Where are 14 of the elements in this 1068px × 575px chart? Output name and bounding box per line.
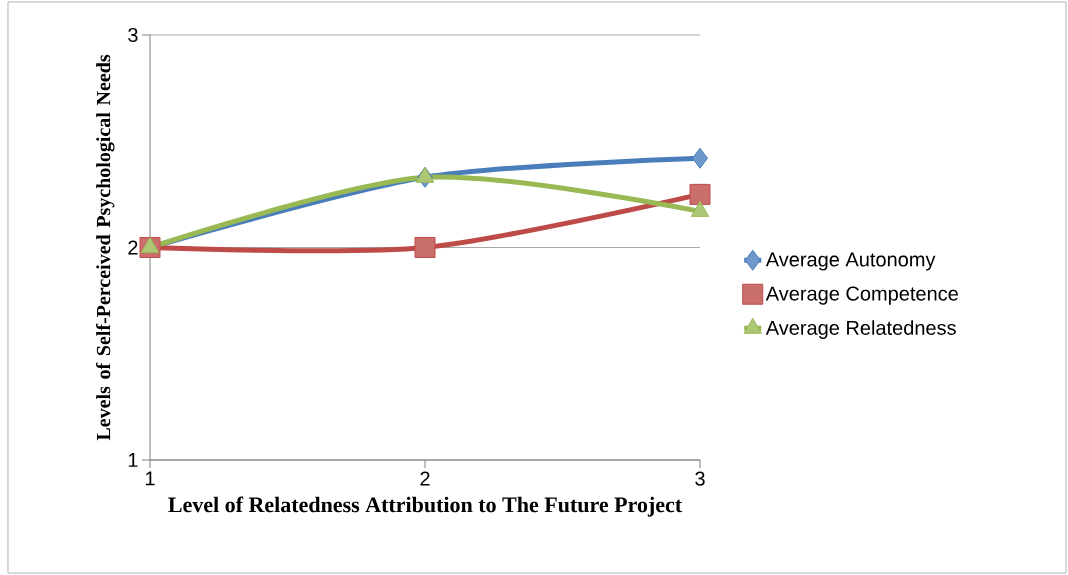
x-tick-label: 1 [145,471,155,486]
x-tick-label: 3 [695,471,705,486]
point [692,147,709,169]
y-axis-title: Levels of Self-Perceived Psychological Needs [95,54,115,441]
legend-label: Average Autonomy [765,252,936,271]
x-axis-title: Level of Relatedness Attribution to The Future Project [168,496,683,517]
point [689,183,711,205]
x-tick-label: 2 [420,471,430,486]
y-tick-label: 3 [128,27,138,43]
y-tick-label: 1 [128,453,138,467]
legend-label: Average Competence [765,286,958,305]
y-tick-label: 2 [128,240,138,255]
point [414,236,436,258]
legend-label: Average Relatedness [765,320,956,339]
